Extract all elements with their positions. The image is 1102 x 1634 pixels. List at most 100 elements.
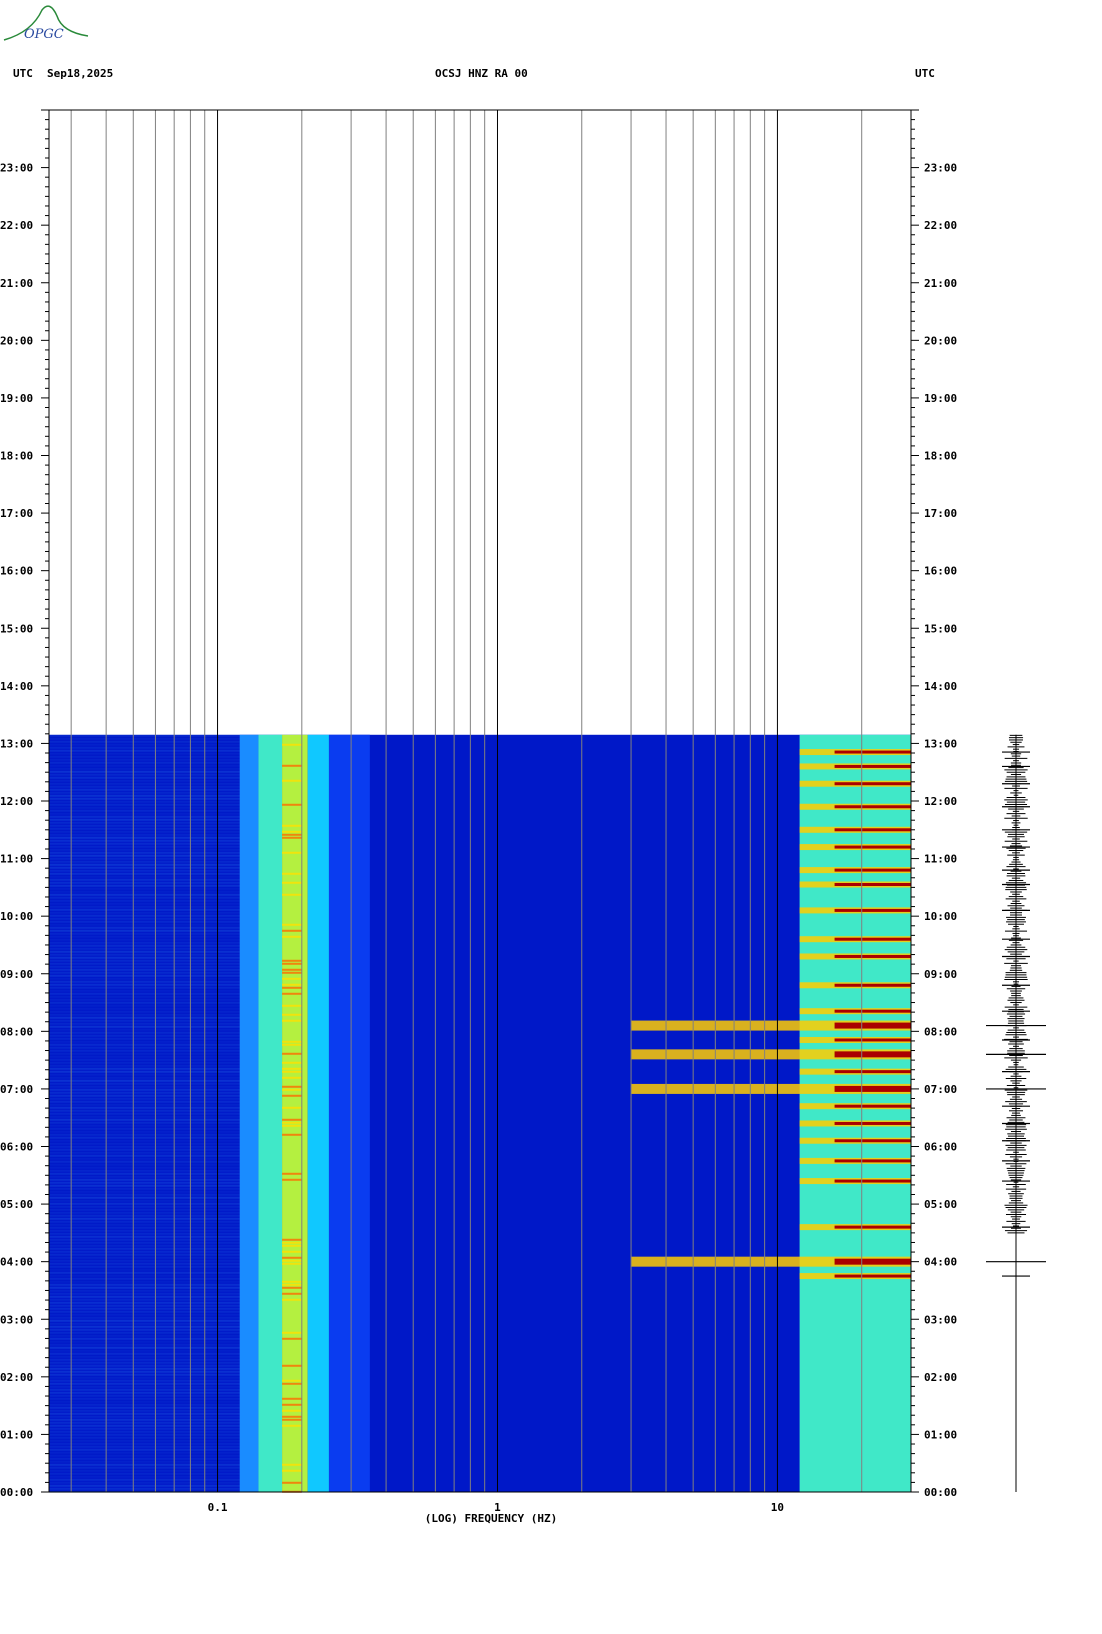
texture-row — [282, 1070, 302, 1073]
texture-row — [49, 1184, 240, 1187]
texture-row — [49, 1487, 240, 1490]
texture-row — [49, 1292, 240, 1295]
texture-row — [49, 1463, 240, 1466]
right-time-label: 12:00 — [924, 795, 957, 808]
event-core — [834, 1051, 911, 1058]
event-core — [834, 764, 911, 768]
texture-row — [282, 1397, 302, 1400]
right-time-label: 15:00 — [924, 622, 957, 635]
texture-row — [282, 1067, 302, 1070]
texture-row — [49, 848, 240, 851]
texture-row — [49, 1226, 240, 1229]
texture-row — [282, 1337, 302, 1340]
texture-row — [49, 1070, 240, 1073]
right-time-label: 03:00 — [924, 1313, 957, 1326]
texture-row — [49, 1040, 240, 1043]
right-time-label: 22:00 — [924, 219, 957, 232]
texture-row — [49, 734, 240, 737]
texture-row — [49, 1235, 240, 1238]
texture-row — [49, 1109, 240, 1112]
texture-row — [49, 974, 240, 977]
spectral-band — [239, 734, 259, 1492]
texture-row — [49, 1178, 240, 1181]
texture-row — [49, 1028, 240, 1031]
texture-row — [49, 842, 240, 845]
texture-row — [49, 980, 240, 983]
texture-row — [282, 1178, 302, 1181]
texture-row — [49, 899, 240, 902]
right-time-label: 07:00 — [924, 1083, 957, 1096]
left-time-label: 09:00 — [0, 968, 33, 981]
texture-row — [49, 845, 240, 848]
texture-row — [49, 896, 240, 899]
right-time-label: 04:00 — [924, 1256, 957, 1269]
texture-row — [49, 1205, 240, 1208]
texture-row — [49, 1031, 240, 1034]
texture-row — [49, 989, 240, 992]
texture-row — [49, 1187, 240, 1190]
texture-row — [49, 1367, 240, 1370]
texture-row — [282, 836, 302, 839]
texture-row — [49, 1412, 240, 1415]
texture-row — [282, 851, 302, 854]
texture-row — [49, 1136, 240, 1139]
texture-row — [49, 920, 240, 923]
right-time-label: 02:00 — [924, 1371, 957, 1384]
texture-row — [49, 1139, 240, 1142]
left-time-label: 16:00 — [0, 565, 33, 578]
spectral-band — [282, 734, 308, 1492]
texture-row — [49, 1442, 240, 1445]
event-streak — [631, 1256, 911, 1267]
texture-row — [49, 1247, 240, 1250]
texture-row — [49, 794, 240, 797]
texture-row — [49, 1295, 240, 1298]
left-time-label: 23:00 — [0, 162, 33, 175]
texture-row — [49, 1289, 240, 1292]
right-time-label: 00:00 — [924, 1486, 957, 1499]
right-time-label: 18:00 — [924, 450, 957, 463]
spectral-band — [307, 734, 329, 1492]
texture-row — [49, 1067, 240, 1070]
texture-row — [49, 1286, 240, 1289]
texture-row — [49, 830, 240, 833]
texture-row — [49, 1172, 240, 1175]
texture-row — [282, 1418, 302, 1421]
texture-row — [49, 818, 240, 821]
texture-row — [282, 872, 302, 875]
texture-row — [49, 851, 240, 854]
left-time-label: 13:00 — [0, 737, 33, 750]
texture-row — [49, 962, 240, 965]
texture-row — [49, 839, 240, 842]
left-time-label: 04:00 — [0, 1256, 33, 1269]
texture-row — [282, 1409, 302, 1412]
station-label: OCSJ HNZ RA 00 — [435, 67, 528, 80]
texture-row — [49, 785, 240, 788]
texture-row — [49, 1283, 240, 1286]
texture-row — [49, 860, 240, 863]
texture-row — [49, 1334, 240, 1337]
texture-row — [49, 1391, 240, 1394]
left-time-label: 19:00 — [0, 392, 33, 405]
texture-row — [282, 764, 302, 767]
texture-row — [49, 827, 240, 830]
texture-row — [49, 1124, 240, 1127]
texture-row — [49, 1451, 240, 1454]
texture-row — [49, 890, 240, 893]
right-time-label: 23:00 — [924, 162, 957, 175]
right-time-label: 08:00 — [924, 1025, 957, 1038]
texture-row — [282, 1424, 302, 1427]
right-time-label: 17:00 — [924, 507, 957, 520]
texture-row — [49, 938, 240, 941]
texture-row — [49, 800, 240, 803]
texture-row — [49, 1238, 240, 1241]
texture-row — [49, 1478, 240, 1481]
texture-row — [49, 761, 240, 764]
event-core — [834, 1179, 911, 1183]
texture-row — [49, 803, 240, 806]
event-core — [834, 1085, 911, 1092]
texture-row — [49, 782, 240, 785]
texture-row — [49, 1262, 240, 1265]
texture-row — [282, 992, 302, 995]
texture-row — [49, 1466, 240, 1469]
texture-row — [49, 1064, 240, 1067]
